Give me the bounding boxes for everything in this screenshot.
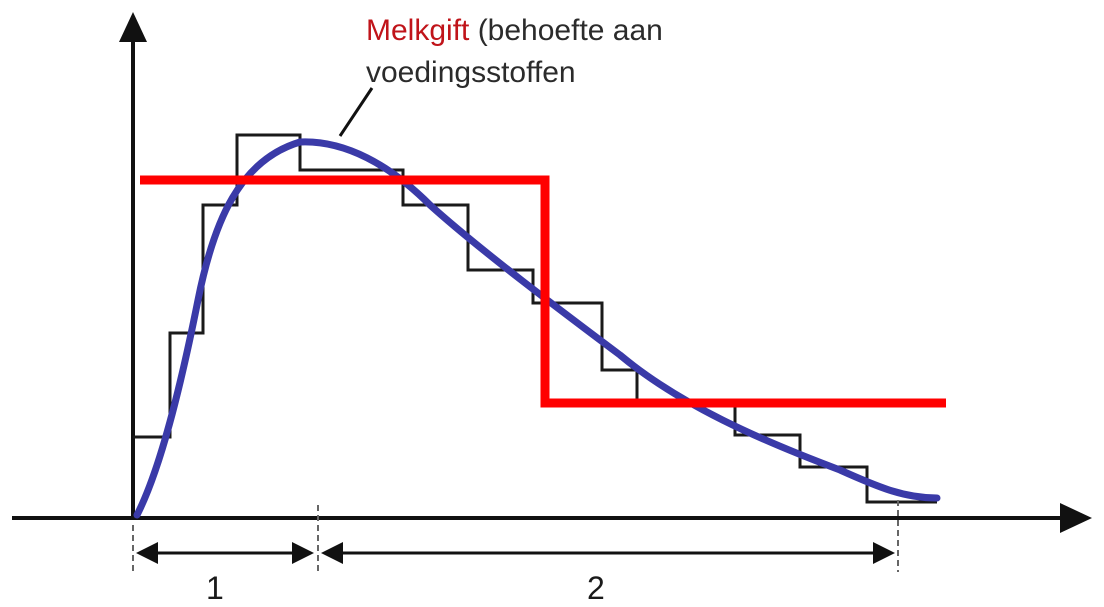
step-feeding-line <box>133 133 937 504</box>
segment-2-arrow-left-icon <box>321 542 343 564</box>
feed-level-line <box>140 175 946 408</box>
segment-2-label: 2 <box>587 570 605 606</box>
y-axis-arrow-icon <box>119 12 147 42</box>
caption-line1-rest: (behoefte aan <box>469 14 663 47</box>
curve-caption: Melkgift (behoefte aan voedingsstoffen <box>366 10 786 94</box>
caption-pointer-line <box>338 87 374 137</box>
milk-yield-curve <box>133 138 941 519</box>
segment-1-arrow-left-icon <box>136 542 158 564</box>
segment-1-label: 1 <box>206 570 224 606</box>
segment-1-arrow-right-icon <box>292 542 314 564</box>
x-axis-arrow-icon <box>1060 503 1092 533</box>
segment-2-arrow-right-icon <box>873 542 895 564</box>
caption-word-red: Melkgift <box>366 14 470 47</box>
caption-line2: voedingsstoffen <box>366 56 576 89</box>
